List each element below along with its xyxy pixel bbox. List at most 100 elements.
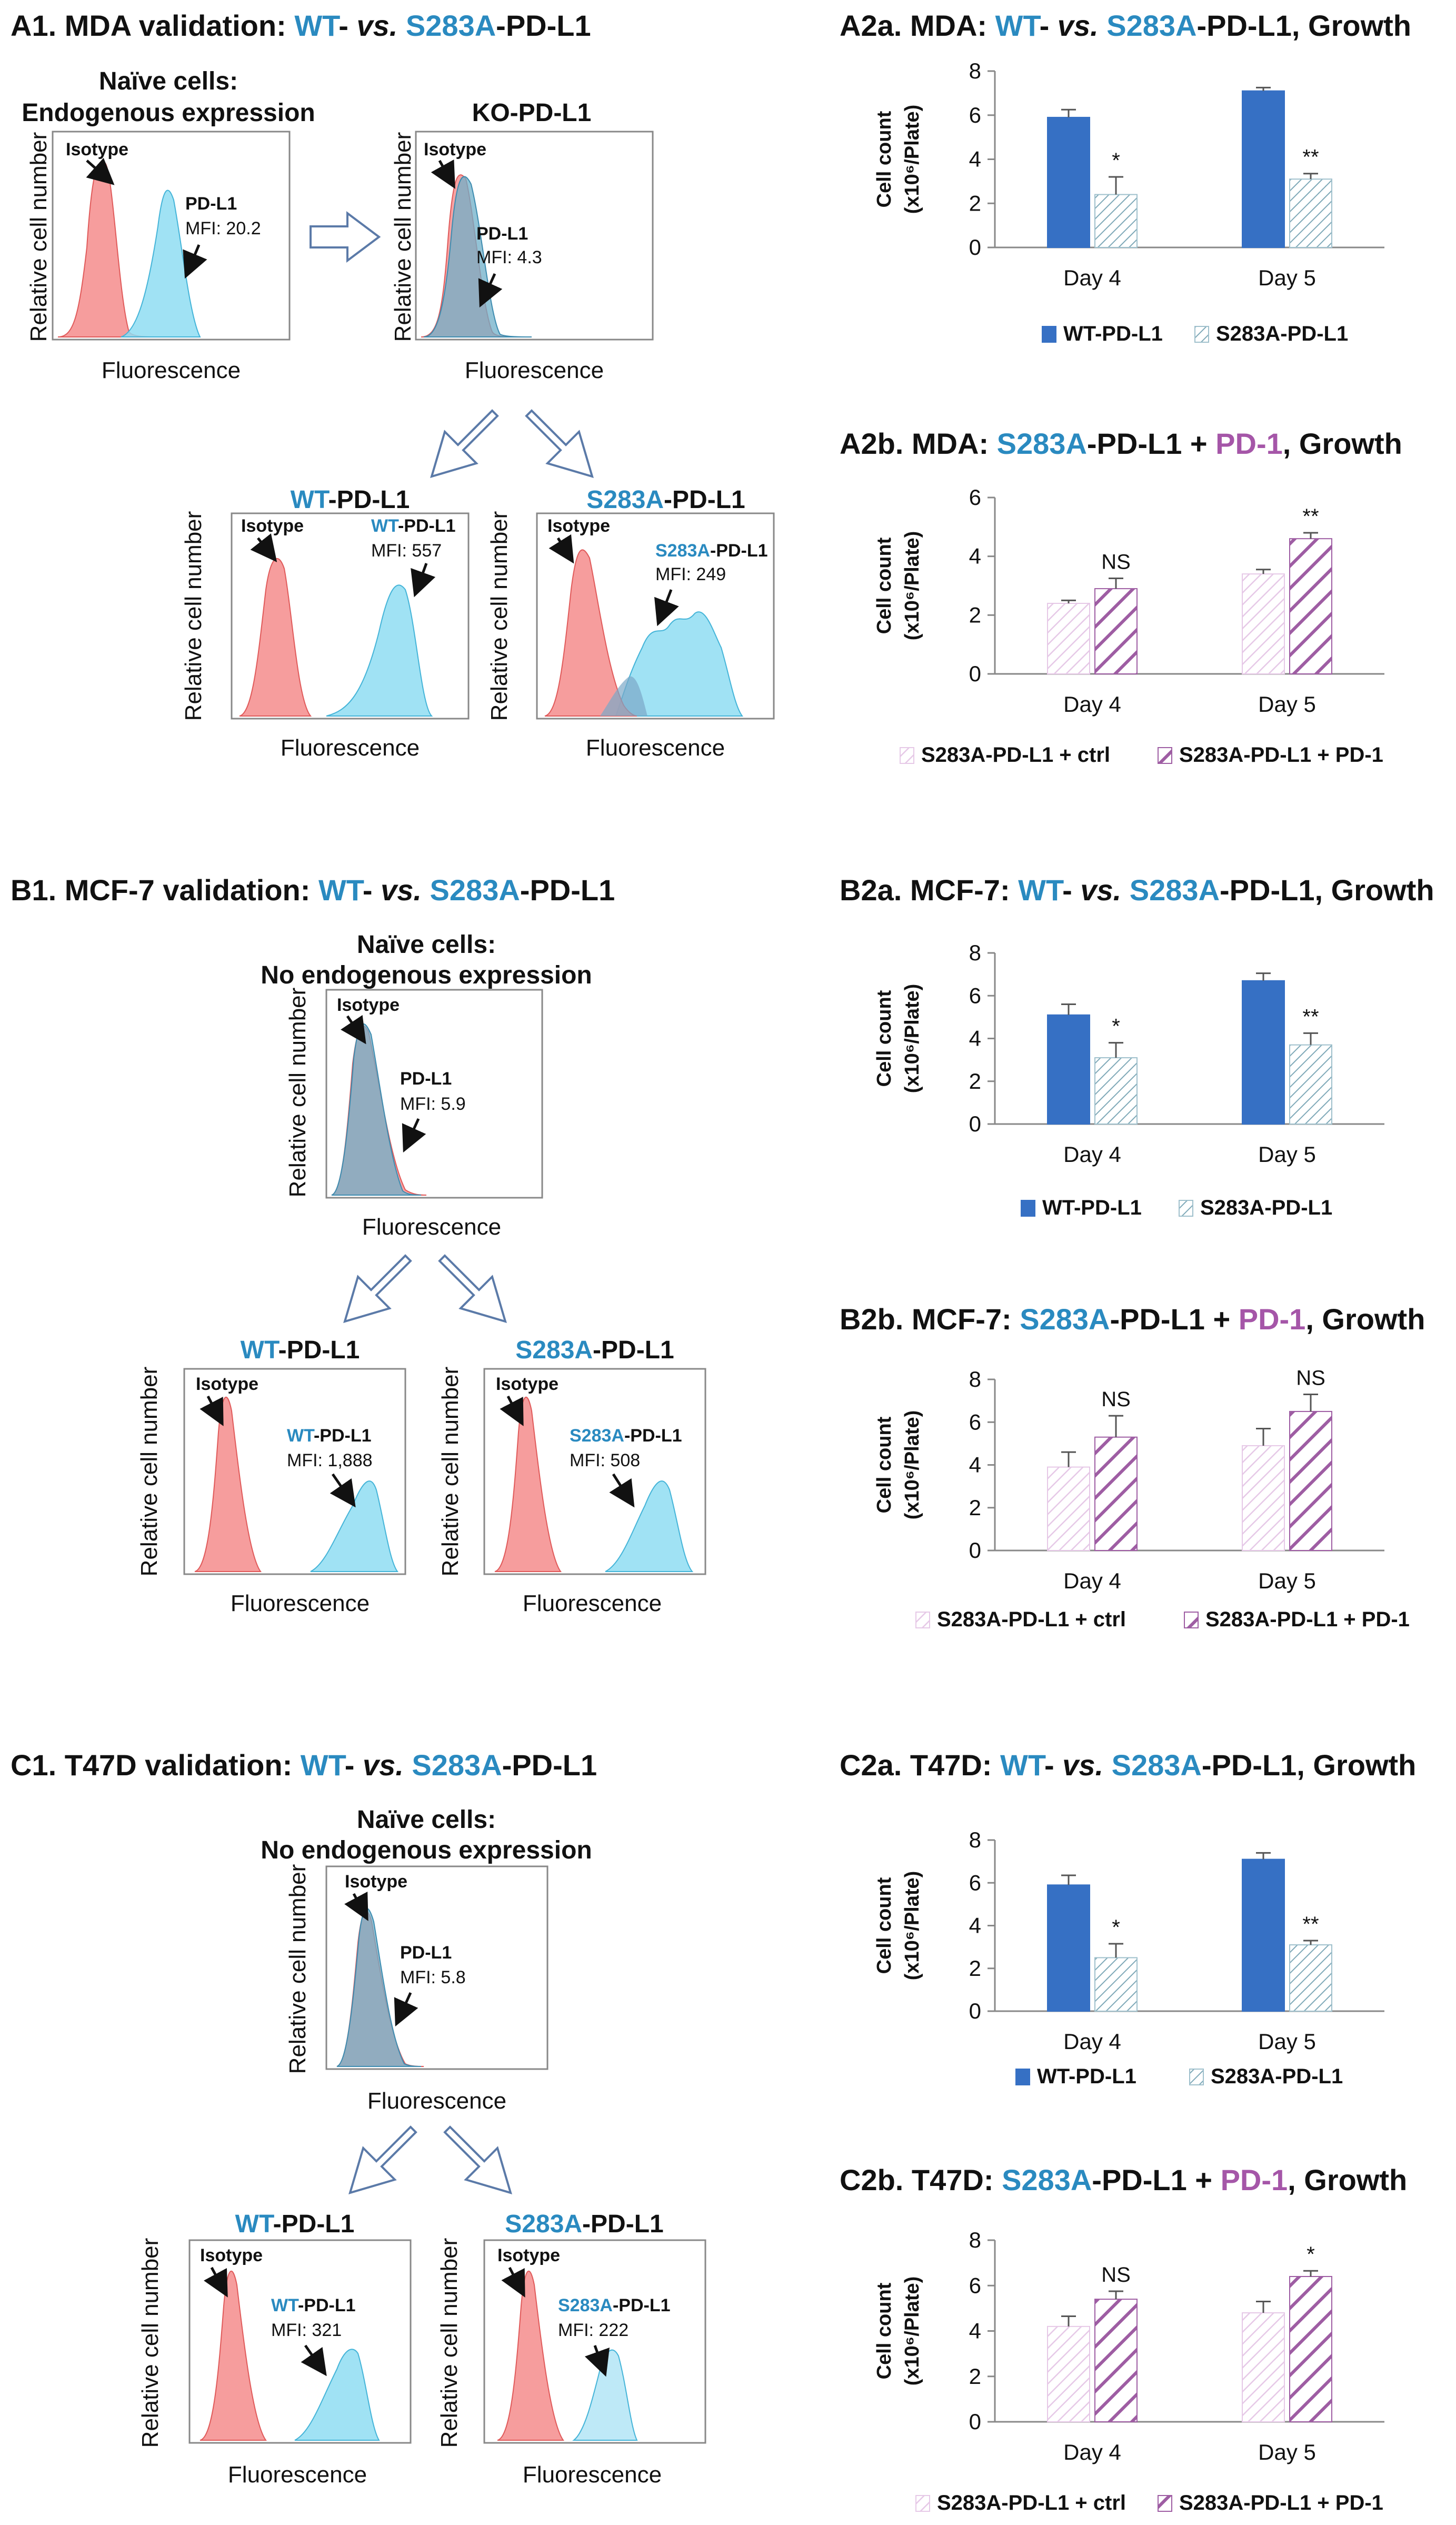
- flow-B-s283a-xlabel: Fluorescence: [523, 1590, 662, 1616]
- flow-B-s283a-mfi: MFI: 508: [570, 1450, 640, 1470]
- bar-B2b-s1-c0: [1094, 1436, 1138, 1551]
- significance-A2a: *: [1112, 149, 1120, 172]
- flow-A-wt-isotype: Isotype: [241, 516, 304, 536]
- y-tick-label-C2b: 0: [969, 2409, 981, 2434]
- bar-chart-B2a: B2a. MCF-7: WT- vs. S283A-PD-L1, Growth 0…: [840, 873, 1434, 1219]
- legend-label-B2b: S283A-PD-L1 + PD-1: [1205, 1608, 1410, 1631]
- bar-A2b-s1-c1: [1289, 538, 1332, 675]
- chart-title-A2a: A2a. MDA: WT- vs. S283A-PD-L1, Growth: [840, 9, 1411, 42]
- significance-B2b: NS: [1296, 1366, 1325, 1389]
- flow-C-s283a-ylabel: Relative cell number: [436, 2238, 462, 2448]
- legend-swatch-A2a: [1042, 326, 1056, 343]
- flow-B-s283a-label: S283A-PD-L1: [570, 1426, 682, 1446]
- significance-A2b: NS: [1101, 551, 1131, 574]
- y-tick-label-A2a: 6: [969, 103, 981, 127]
- flow-C-wt-ylabel: Relative cell number: [137, 2238, 163, 2448]
- flow-A-naive-isotype: Isotype: [66, 140, 128, 160]
- flow-C-naive-mfi: MFI: 5.8: [400, 1967, 466, 1987]
- y-unit-B2a: (x10⁶/Plate): [901, 984, 923, 1093]
- legend-swatch-C2a: [1189, 2069, 1204, 2085]
- branch-arrow-A-right: [525, 409, 594, 478]
- flow-A-s283a-mfi: MFI: 249: [655, 564, 726, 584]
- legend-swatch-A2a: [1194, 326, 1209, 343]
- flow-plot-B-s283a: Isotype S283A-PD-L1 MFI: 508 Fluorescenc…: [437, 1367, 706, 1616]
- bar-B2b-s1-c1: [1289, 1410, 1332, 1551]
- branch-arrow-A-left: [430, 409, 499, 478]
- bar-B2a-s1-c0: [1094, 1057, 1138, 1125]
- bar-A2b-s0-c0: [1047, 603, 1090, 674]
- category-label-B2a: Day 4: [1063, 1142, 1121, 1167]
- flow-A-wt-label: WT-PD-L1: [371, 516, 456, 536]
- flow-A-s283a-label: S283A-PD-L1: [655, 541, 768, 561]
- bar-chart-B2b: B2b. MCF-7: S283A-PD-L1 + PD-1, Growth 0 2…: [840, 1303, 1425, 1631]
- flow-C-naive-isotype: Isotype: [345, 1872, 407, 1892]
- significance-B2a: **: [1302, 1005, 1319, 1028]
- flow-C-wt-isotype: Isotype: [200, 2245, 263, 2265]
- y-tick-label-C2a: 4: [969, 1913, 981, 1938]
- bar-B2a-s1-c1: [1289, 1044, 1332, 1125]
- flow-plot-C-s283a: Isotype S283A-PD-L1 MFI: 222 Fluorescenc…: [436, 2238, 706, 2488]
- flow-plot-C-wt: Isotype WT-PD-L1 MFI: 321 Fluorescence R…: [137, 2238, 412, 2488]
- flow-B-wt-ylabel: Relative cell number: [136, 1367, 162, 1577]
- y-tick-label-C2a: 2: [969, 1956, 981, 1981]
- flow-C-s283a-title: S283A-PD-L1: [505, 2210, 663, 2238]
- flow-C-s283a-mfi: MFI: 222: [558, 2320, 629, 2340]
- category-label-B2b: Day 5: [1258, 1568, 1316, 1593]
- legend-swatch-C2b: [1158, 2495, 1172, 2512]
- legend-swatch-B2b: [915, 1612, 930, 1628]
- category-label-B2a: Day 5: [1258, 1142, 1316, 1167]
- branch-arrow-C-left: [348, 2125, 417, 2194]
- y-tick-label-C2a: 6: [969, 1870, 981, 1895]
- category-label-C2a: Day 5: [1258, 2029, 1316, 2054]
- y-tick-label-B2a: 2: [969, 1069, 981, 1093]
- legend-swatch-A2b: [1158, 747, 1172, 764]
- legend-swatch-C2b: [915, 2495, 930, 2512]
- flow-plot-A-wt: Isotype WT-PD-L1 MFI: 557 Fluorescence R…: [181, 511, 470, 761]
- category-label-A2a: Day 4: [1063, 265, 1121, 290]
- y-tick-label-B2a: 6: [969, 983, 981, 1008]
- flow-A-ko-mfi: MFI: 4.3: [476, 247, 542, 267]
- y-tick-label-C2b: 2: [969, 2364, 981, 2389]
- legend-label-B2a: WT-PD-L1: [1042, 1196, 1142, 1219]
- y-tick-label-C2a: 8: [969, 1827, 981, 1852]
- flow-B-wt-mfi: MFI: 1,888: [287, 1450, 373, 1470]
- bar-B2b-s0-c1: [1242, 1445, 1285, 1551]
- y-tick-label-B2b: 0: [969, 1538, 981, 1563]
- bar-chart-A2b: A2b. MDA: S283A-PD-L1 + PD-1, Growth 0 2 4 6…: [840, 427, 1402, 767]
- category-label-B2b: Day 4: [1063, 1568, 1121, 1593]
- flow-B-naive-title-1: Naïve cells:: [357, 931, 496, 959]
- legend-label-A2b: S283A-PD-L1 + ctrl: [921, 743, 1110, 767]
- flow-A-s283a-title: S283A-PD-L1: [586, 486, 745, 514]
- flow-C-naive-ylabel: Relative cell number: [285, 1864, 311, 2074]
- flow-B-naive-pdl1: PD-L1: [400, 1069, 452, 1089]
- legend-label-C2a: WT-PD-L1: [1037, 2065, 1136, 2088]
- bar-A2a-s0-c0: [1047, 116, 1090, 248]
- bar-B2a-s0-c0: [1047, 1014, 1090, 1125]
- y-tick-label-B2a: 8: [969, 940, 981, 965]
- flow-B-wt-xlabel: Fluorescence: [231, 1590, 370, 1616]
- flow-A-wt-mfi: MFI: 557: [371, 541, 442, 561]
- flow-A-ko-isotype: Isotype: [424, 140, 486, 160]
- significance-C2a: *: [1112, 1916, 1120, 1939]
- legend-label-C2b: S283A-PD-L1 + PD-1: [1179, 2491, 1383, 2514]
- flow-B-naive-ylabel: Relative cell number: [285, 988, 311, 1198]
- y-unit-C2b: (x10⁶/Plate): [901, 2277, 923, 2386]
- panel-title-C1: C1. T47D validation: WT- vs. S283A-PD-L1: [11, 1748, 597, 1782]
- flow-C-wt-mfi: MFI: 321: [271, 2320, 342, 2340]
- y-tick-label-A2a: 4: [969, 147, 981, 172]
- flow-A-naive-title-2: Endogenous expression: [22, 99, 315, 127]
- flow-C-s283a-label: S283A-PD-L1: [558, 2295, 671, 2315]
- significance-A2a: **: [1302, 146, 1319, 169]
- y-tick-label-C2a: 0: [969, 1999, 981, 2023]
- flow-B-wt-isotype: Isotype: [196, 1374, 258, 1394]
- bar-C2a-s0-c0: [1047, 1884, 1090, 2012]
- chart-title-A2b: A2b. MDA: S283A-PD-L1 + PD-1, Growth: [840, 427, 1402, 460]
- bar-A2a-s1-c0: [1094, 194, 1138, 248]
- y-tick-label-C2b: 4: [969, 2319, 981, 2343]
- y-tick-label-A2a: 8: [969, 58, 981, 83]
- flow-B-wt-title: WT-PD-L1: [241, 1336, 360, 1364]
- flow-A-s283a-ylabel: Relative cell number: [486, 511, 512, 721]
- bar-charts: A2a. MDA: WT- vs. S283A-PD-L1, Growth 0 2 4…: [840, 9, 1434, 2514]
- bar-C2b-s1-c0: [1094, 2299, 1138, 2422]
- significance-C2b: NS: [1101, 2263, 1131, 2287]
